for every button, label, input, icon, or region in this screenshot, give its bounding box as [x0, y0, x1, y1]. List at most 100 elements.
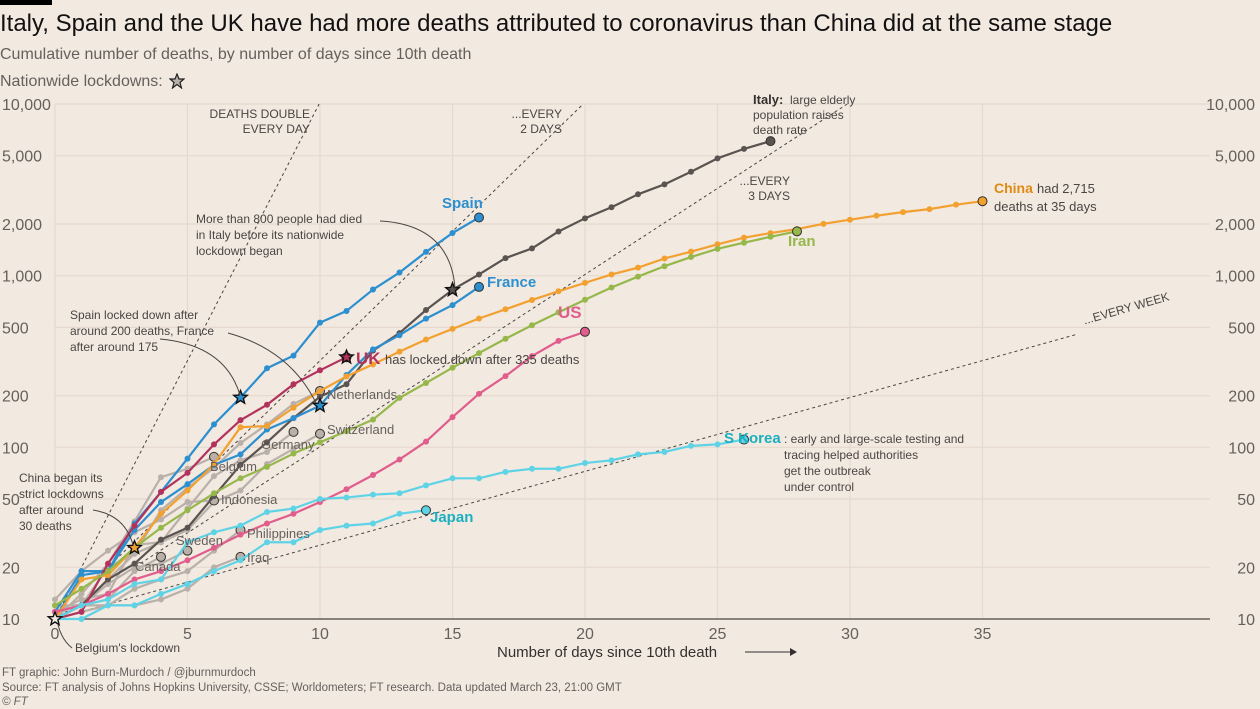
data-point [105, 580, 111, 587]
data-point [131, 576, 138, 583]
guide-label: ...EVERY [512, 107, 562, 121]
data-point [237, 461, 244, 468]
data-point [264, 539, 270, 546]
data-point [158, 596, 164, 603]
data-point [688, 168, 694, 175]
annotation-connector [92, 509, 134, 546]
data-point [131, 568, 138, 575]
data-point [741, 234, 747, 241]
data-point [237, 522, 244, 529]
data-point [158, 488, 164, 495]
data-point [423, 438, 429, 445]
data-point [184, 568, 191, 575]
grey-series-label: Netherlands [327, 387, 398, 402]
data-point [317, 367, 323, 374]
data-point [396, 348, 403, 355]
data-point [555, 309, 562, 316]
data-point [502, 468, 509, 475]
data-point [370, 346, 376, 353]
data-point [582, 215, 588, 222]
x-tick-label: 15 [444, 626, 462, 643]
italy-lockdown-annotation: lockdown began [196, 244, 283, 258]
data-point [474, 281, 484, 292]
y-tick-label-right: 20 [1237, 560, 1255, 577]
arrow-head-icon [790, 648, 797, 656]
data-point [290, 510, 297, 517]
footer-copyright: © FT [2, 696, 28, 708]
data-point [211, 544, 217, 551]
data-point [423, 380, 429, 387]
data-point [158, 524, 164, 531]
italy-lockdown-annotation: in Italy before its nationwide [196, 228, 344, 242]
data-point [317, 439, 323, 446]
data-point [370, 471, 376, 478]
x-tick-label: 25 [709, 626, 727, 643]
x-tick-label: 20 [576, 626, 594, 643]
data-point [529, 322, 535, 329]
lockdown-star-icon [125, 538, 144, 555]
data-point [396, 394, 403, 401]
data-point [847, 216, 853, 223]
annotation-connector [379, 220, 456, 289]
china-annotation: had 2,715 [1037, 181, 1095, 196]
data-point [237, 439, 244, 446]
data-point [158, 590, 164, 597]
data-point [529, 245, 535, 252]
grey-series-label: Indonesia [221, 492, 278, 507]
data-point [264, 439, 270, 446]
data-point [396, 510, 403, 517]
data-point [635, 451, 641, 458]
data-point [739, 434, 749, 445]
lockdown-star-icon [46, 610, 64, 627]
data-point [582, 279, 588, 286]
x-tick-label: 5 [183, 626, 192, 643]
data-point [131, 560, 138, 567]
x-tick-label: 0 [51, 626, 60, 643]
data-point [449, 414, 456, 421]
data-point [78, 602, 85, 609]
data-point [184, 507, 191, 514]
data-point [474, 212, 484, 223]
y-tick-label-right: 10,000 [1206, 97, 1255, 114]
data-point [78, 568, 85, 575]
data-point [158, 560, 164, 567]
data-point [131, 602, 138, 609]
series-label: UK [356, 349, 381, 368]
data-point [105, 568, 111, 575]
y-tick-label-right: 10 [1237, 612, 1255, 629]
data-point [290, 539, 297, 546]
data-point [317, 526, 323, 533]
data-point [555, 288, 562, 295]
data-point [765, 136, 776, 147]
skorea-annotation: : early and large-scale testing and [784, 432, 964, 446]
y-tick-label: 50 [2, 492, 20, 509]
data-point [820, 220, 827, 227]
x-axis-label: Number of days since 10th death [497, 644, 717, 661]
data-point [264, 365, 270, 372]
data-point [184, 580, 191, 587]
y-tick-label-right: 200 [1228, 389, 1255, 406]
lockdown-star-icon [231, 388, 250, 405]
data-point [555, 465, 562, 472]
data-point [78, 608, 85, 615]
data-point [953, 201, 959, 208]
data-point [264, 423, 270, 430]
data-point [767, 233, 774, 240]
data-point [317, 319, 323, 326]
data-point [158, 576, 164, 583]
spain-france-annotation: around 200 deaths, France [70, 324, 214, 338]
data-point [873, 212, 880, 219]
data-point [343, 373, 350, 380]
data-point [290, 381, 297, 388]
spain-france-annotation: Spain locked down after [70, 308, 198, 322]
data-point [555, 337, 562, 344]
data-point [184, 585, 191, 592]
grey-series-label: Philippines [247, 526, 310, 541]
data-point [555, 228, 562, 235]
data-point [423, 306, 429, 313]
data-point [78, 585, 85, 592]
series-line-china [54, 200, 983, 620]
data-point [317, 496, 323, 503]
x-tick-label: 10 [311, 626, 329, 643]
